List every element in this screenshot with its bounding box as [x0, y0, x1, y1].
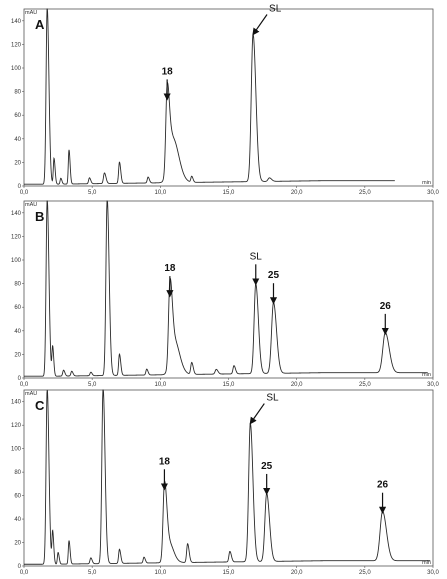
plot-frame — [23, 200, 434, 379]
plot-frame — [23, 389, 434, 567]
y-tick-label: 20 — [14, 541, 21, 547]
y-tick-label: 100 — [11, 258, 22, 264]
y-tick-label: 120 — [11, 234, 22, 240]
y-tick-label: 0 — [18, 376, 22, 382]
y-tick-label: 100 — [11, 447, 22, 453]
peak-label: SL — [269, 4, 282, 15]
peak-label: 18 — [159, 456, 171, 467]
x-tick-label: 30,0 — [427, 382, 439, 388]
x-unit-label: min — [422, 560, 431, 566]
panel-label: C — [35, 398, 45, 413]
y-tick-label: 140 — [11, 211, 22, 217]
x-tick-label: 10,0 — [154, 190, 166, 196]
x-tick-label: 0,0 — [20, 190, 29, 196]
x-tick-label: 25,0 — [359, 190, 371, 196]
x-tick-label: 20,0 — [291, 382, 303, 388]
y-tick-label: 40 — [14, 329, 21, 335]
x-tick-label: 10,0 — [154, 382, 166, 388]
x-unit-label: min — [422, 372, 431, 378]
panel-label: B — [35, 209, 44, 224]
y-tick-label: 20 — [14, 160, 21, 166]
peak-label: 26 — [380, 301, 392, 312]
x-tick-label: 0,0 — [20, 382, 29, 388]
plot-frame — [23, 8, 434, 187]
y-tick-label: 120 — [11, 42, 22, 48]
x-tick-label: 5,0 — [88, 190, 97, 196]
x-tick-label: 15,0 — [223, 570, 235, 576]
annotation-arrow — [249, 403, 265, 425]
annotation-arrow — [252, 14, 268, 36]
x-tick-label: 20,0 — [291, 190, 303, 196]
y-tick-label: 40 — [14, 517, 21, 523]
y-tick-label: 80 — [14, 470, 21, 476]
y-tick-label: 60 — [14, 305, 21, 311]
y-unit-label: mAU — [25, 10, 37, 16]
peak-label: 26 — [377, 480, 389, 491]
x-tick-label: 10,0 — [154, 570, 166, 576]
x-tick-label: 15,0 — [223, 190, 235, 196]
y-tick-label: 20 — [14, 352, 21, 358]
y-unit-label: mAU — [25, 391, 37, 397]
series-trace — [24, 200, 428, 377]
y-tick-label: 80 — [14, 90, 21, 96]
y-tick-label: 0 — [18, 184, 22, 190]
y-tick-label: 100 — [11, 66, 22, 72]
peak-label: 18 — [164, 263, 176, 274]
y-tick-label: 80 — [14, 282, 21, 288]
x-tick-label: 0,0 — [20, 570, 29, 576]
peak-label: 25 — [268, 270, 280, 281]
peak-label: SL — [250, 251, 263, 262]
x-tick-label: 25,0 — [359, 382, 371, 388]
x-tick-label: 30,0 — [427, 570, 439, 576]
y-tick-label: 60 — [14, 113, 21, 119]
x-unit-label: min — [422, 180, 431, 186]
y-tick-label: 40 — [14, 137, 21, 143]
y-tick-label: 140 — [11, 19, 22, 25]
x-tick-label: 25,0 — [359, 570, 371, 576]
y-unit-label: mAU — [25, 202, 37, 208]
x-tick-label: 20,0 — [291, 570, 303, 576]
y-tick-label: 60 — [14, 494, 21, 500]
peak-label: 18 — [162, 66, 174, 77]
y-tick-label: 0 — [18, 564, 22, 570]
peak-label: SL — [266, 393, 279, 404]
x-tick-label: 5,0 — [88, 570, 97, 576]
peak-label: 25 — [261, 461, 273, 472]
x-tick-label: 5,0 — [88, 382, 97, 388]
y-tick-label: 140 — [11, 400, 22, 406]
y-tick-label: 120 — [11, 423, 22, 429]
x-tick-label: 15,0 — [223, 382, 235, 388]
panel-label: A — [35, 17, 45, 32]
x-tick-label: 30,0 — [427, 190, 439, 196]
series-trace — [24, 389, 431, 565]
series-trace — [24, 8, 395, 185]
